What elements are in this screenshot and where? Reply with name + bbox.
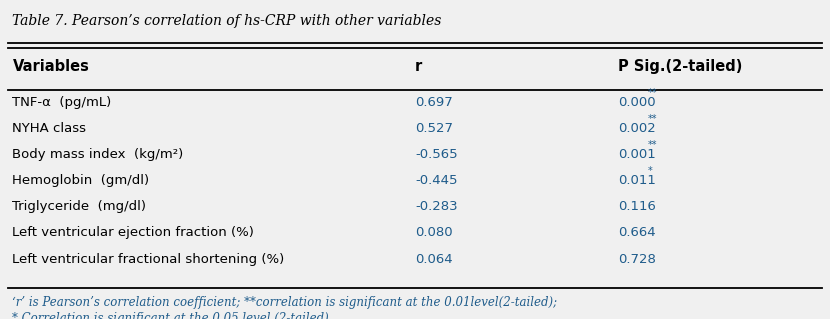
Text: r: r <box>415 59 422 75</box>
Text: Body mass index  (kg/m²): Body mass index (kg/m²) <box>12 148 183 161</box>
Text: -0.283: -0.283 <box>415 200 457 213</box>
Text: 0.664: 0.664 <box>618 226 656 239</box>
Text: 0.000: 0.000 <box>618 96 656 108</box>
Text: NYHA class: NYHA class <box>12 122 86 135</box>
Text: 0.064: 0.064 <box>415 253 452 265</box>
Text: 0.002: 0.002 <box>618 122 656 135</box>
Text: 0.011: 0.011 <box>618 174 657 187</box>
Text: Triglyceride  (mg/dl): Triglyceride (mg/dl) <box>12 200 146 213</box>
Text: * Correlation is significant at the 0.05 level (2-tailed).: * Correlation is significant at the 0.05… <box>12 312 333 319</box>
Text: -0.565: -0.565 <box>415 148 457 161</box>
Text: 0.728: 0.728 <box>618 253 657 265</box>
Text: **: ** <box>648 87 657 98</box>
Text: Left ventricular ejection fraction (%): Left ventricular ejection fraction (%) <box>12 226 254 239</box>
Text: 0.116: 0.116 <box>618 200 657 213</box>
Text: P Sig.(2-tailed): P Sig.(2-tailed) <box>618 59 743 75</box>
Text: *: * <box>648 166 653 176</box>
Text: ‘r’ is Pearson’s correlation coefficient; **correlation is significant at the 0.: ‘r’ is Pearson’s correlation coefficient… <box>12 296 558 309</box>
Text: TNF-α  (pg/mL): TNF-α (pg/mL) <box>12 96 112 108</box>
Text: **: ** <box>648 114 657 124</box>
Text: Hemoglobin  (gm/dl): Hemoglobin (gm/dl) <box>12 174 149 187</box>
Text: -0.445: -0.445 <box>415 174 457 187</box>
Text: 0.080: 0.080 <box>415 226 452 239</box>
Text: 0.697: 0.697 <box>415 96 452 108</box>
Text: Variables: Variables <box>12 59 90 75</box>
Text: Table 7. Pearson’s correlation of hs-CRP with other variables: Table 7. Pearson’s correlation of hs-CRP… <box>12 14 442 28</box>
Text: Left ventricular fractional shortening (%): Left ventricular fractional shortening (… <box>12 253 285 265</box>
Text: **: ** <box>648 140 657 150</box>
Text: 0.001: 0.001 <box>618 148 656 161</box>
Text: 0.527: 0.527 <box>415 122 453 135</box>
